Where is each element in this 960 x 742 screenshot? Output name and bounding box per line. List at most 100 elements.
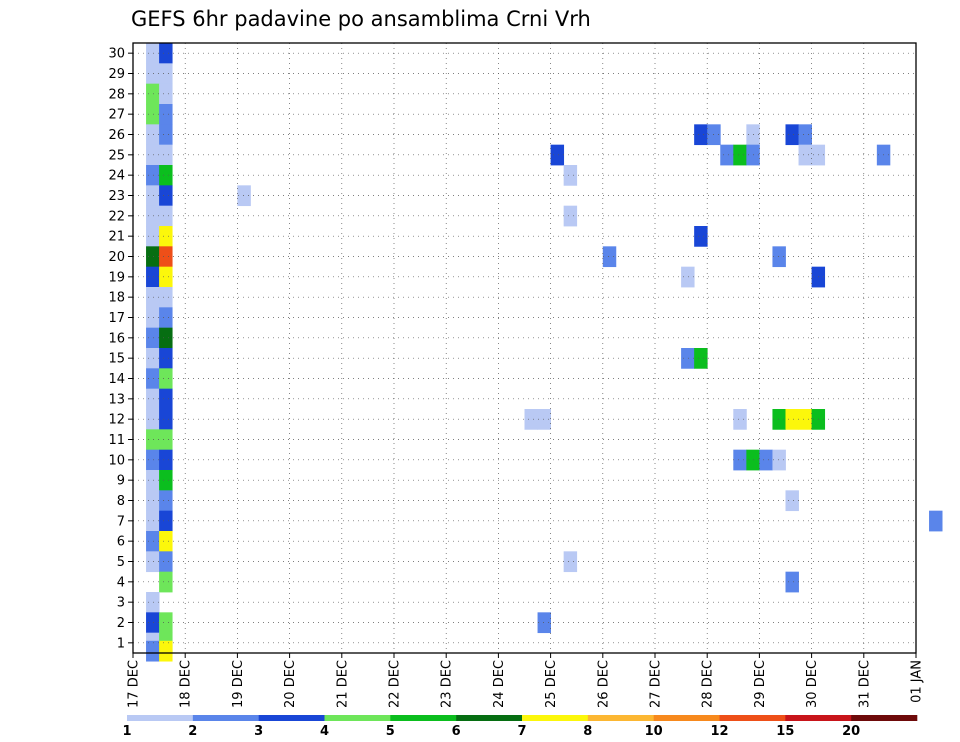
heatmap-cell: [159, 449, 173, 471]
heatmap-cell: [237, 185, 251, 207]
colorbar-segment: [324, 715, 391, 721]
heatmap-cell: [159, 226, 173, 247]
heatmap-cell: [159, 571, 173, 593]
heatmap-cell: [550, 144, 565, 166]
x-tick-label: 21 DEC: [335, 660, 350, 708]
heatmap-cell: [159, 266, 173, 288]
heatmap-cell: [146, 612, 160, 634]
y-tick-label: 11: [108, 433, 125, 448]
heatmap-cell: [146, 470, 160, 491]
colorbar-label: 6: [452, 724, 461, 739]
heatmap-cell: [733, 144, 747, 166]
heatmap-cell: [146, 429, 160, 451]
x-tick-label: 25 DEC: [544, 660, 559, 708]
colorbar-label: 4: [320, 724, 329, 739]
x-axis: 17 DEC 18 DEC 19 DEC 20 DEC 21 DEC 22 DEC 23 D…: [127, 653, 925, 708]
y-tick-label: 9: [117, 474, 125, 489]
colorbar-label: 2: [188, 724, 197, 739]
heatmap-cell: [159, 531, 173, 552]
heatmap-cell: [720, 144, 734, 166]
heatmap-cell: [159, 348, 173, 369]
heatmap-cell: [146, 185, 160, 207]
colorbar-label: 12: [710, 724, 728, 739]
x-tick-label: 19 DEC: [231, 660, 246, 708]
heatmap-cell: [563, 551, 578, 573]
x-tick-label: 29 DEC: [753, 660, 768, 708]
colorbar-segment: [390, 715, 457, 721]
y-tick-label: 16: [108, 331, 125, 346]
y-tick-label: 27: [108, 108, 125, 123]
colorbar-segment: [127, 715, 194, 721]
colorbar-segment: [258, 715, 325, 721]
heatmap-cell: [694, 348, 708, 369]
heatmap-cell: [785, 490, 799, 512]
heatmap-cells: [146, 43, 943, 662]
heatmap-cell: [733, 409, 747, 430]
y-tick-label: 28: [108, 87, 125, 102]
heatmap-cell: [563, 205, 578, 227]
y-tick-label: 25: [108, 148, 125, 163]
y-tick-label: 23: [108, 189, 125, 204]
heatmap-cell: [563, 165, 578, 186]
y-tick-label: 22: [108, 209, 125, 224]
x-tick-label: 18 DEC: [179, 660, 194, 708]
heatmap-cell: [159, 165, 173, 186]
y-tick-label: 24: [108, 169, 125, 184]
heatmap-cell: [146, 83, 160, 105]
x-tick-label: 31 DEC: [857, 660, 872, 708]
heatmap-cell: [681, 266, 695, 288]
x-tick-label: 27 DEC: [649, 660, 664, 708]
x-tick-label: 24 DEC: [492, 660, 507, 708]
heatmap-cell: [146, 205, 160, 227]
y-tick-label: 10: [108, 453, 125, 468]
y-tick-label: 1: [117, 636, 125, 651]
colorbar-segment: [522, 715, 589, 721]
heatmap-cell: [146, 490, 160, 512]
colorbar-label: 3: [254, 724, 263, 739]
y-tick-label: 18: [108, 291, 125, 306]
heatmap-cell: [929, 510, 943, 532]
y-tick-label: 13: [108, 392, 125, 407]
y-tick-label: 20: [108, 250, 125, 265]
colorbar-label: 10: [645, 724, 663, 739]
heatmap-cell: [146, 368, 160, 390]
heatmap-cell: [159, 43, 173, 64]
y-tick-label: 3: [117, 596, 125, 611]
x-tick-label: 30 DEC: [805, 660, 820, 708]
heatmap-cell: [798, 409, 812, 430]
heatmap-cell: [146, 640, 160, 662]
heatmap-cell: [798, 144, 812, 166]
heatmap-cell: [159, 287, 173, 308]
heatmap-cell: [159, 104, 173, 125]
x-tick-label: 26 DEC: [596, 660, 611, 708]
y-tick-label: 15: [108, 352, 125, 367]
heatmap-cell: [146, 287, 160, 308]
heatmap-cell: [146, 226, 160, 247]
heatmap-cell: [159, 246, 173, 268]
y-tick-label: 2: [117, 616, 125, 631]
heatmap-cell: [159, 490, 173, 512]
x-tick-label: 20 DEC: [283, 660, 298, 708]
colorbar-segment: [851, 715, 918, 721]
heatmap-cell: [146, 63, 160, 85]
colorbar-segment: [456, 715, 523, 721]
y-tick-label: 30: [108, 47, 125, 62]
heatmap-cell: [159, 612, 173, 634]
heatmap-cell: [159, 307, 173, 329]
colorbar-label: 15: [776, 724, 794, 739]
heatmap-cell: [694, 226, 708, 247]
y-tick-label: 6: [117, 535, 125, 550]
heatmap-cell: [524, 409, 538, 430]
colorbar-segment: [587, 715, 654, 721]
heatmap-cell: [146, 144, 160, 166]
heatmap-cell: [772, 449, 786, 471]
colorbar-label: 7: [517, 724, 526, 739]
y-axis: 1234567891011121314151617181920212223242…: [108, 47, 133, 651]
heatmap-cell: [159, 429, 173, 451]
grid-lines: [133, 43, 916, 653]
heatmap-cell: [146, 409, 160, 430]
heatmap-cell: [537, 612, 551, 634]
heatmap-cell: [146, 266, 160, 288]
heatmap-cell: [159, 63, 173, 85]
